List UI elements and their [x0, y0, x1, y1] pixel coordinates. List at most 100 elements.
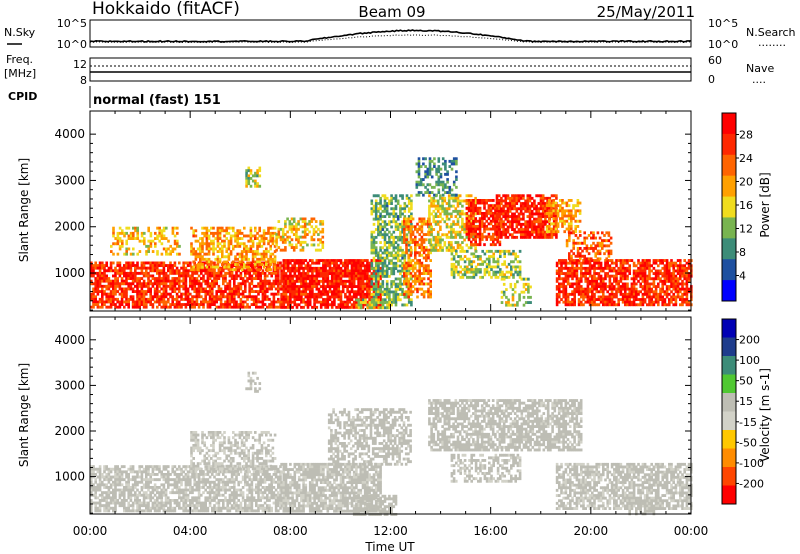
data-cell — [110, 244, 113, 248]
data-cell — [158, 284, 161, 288]
data-cell — [559, 209, 562, 213]
data-cell — [210, 260, 213, 264]
data-cell — [268, 284, 271, 288]
data-cell — [571, 261, 574, 265]
data-cell — [293, 285, 297, 288]
data-cell — [127, 282, 130, 286]
data-cell — [394, 207, 398, 211]
data-cell — [238, 231, 242, 235]
data-cell — [118, 269, 122, 273]
data-cell — [238, 237, 242, 240]
data-cell — [162, 292, 166, 296]
data-cell — [586, 287, 590, 291]
data-cell — [498, 240, 502, 244]
data-cell — [474, 240, 477, 244]
data-cell — [94, 264, 97, 267]
data-cell — [228, 284, 232, 288]
data-cell — [235, 287, 238, 291]
data-cell — [103, 277, 106, 280]
data-cell — [149, 244, 153, 248]
data-cell — [401, 282, 404, 286]
data-cell — [350, 282, 354, 286]
data-cell — [429, 295, 432, 299]
data-cell — [280, 305, 283, 309]
data-cell — [289, 274, 292, 278]
data-cell — [390, 199, 393, 203]
data-cell — [478, 243, 482, 247]
data-cell — [524, 301, 528, 304]
data-cell — [98, 297, 102, 301]
data-cell — [554, 227, 558, 231]
data-cell — [348, 261, 352, 265]
data-cell — [153, 292, 157, 296]
data-cell — [136, 226, 139, 230]
data-cell — [313, 292, 316, 296]
data-cell — [191, 279, 194, 283]
data-cell — [270, 305, 273, 309]
data-cell — [165, 226, 168, 230]
data-cell — [259, 305, 262, 309]
data-cell — [266, 282, 269, 286]
cpid-row: CPID normal (fast) 151 — [8, 86, 221, 108]
data-cell — [374, 212, 378, 216]
data-cell — [158, 290, 161, 293]
data-cell — [245, 252, 248, 256]
data-cell — [513, 235, 516, 239]
data-cell — [548, 217, 551, 221]
data-cell — [219, 290, 223, 293]
data-cell — [201, 247, 204, 251]
data-cell — [383, 194, 387, 198]
data-cell — [485, 265, 489, 269]
data-cell — [381, 269, 385, 273]
data-cell — [302, 292, 305, 296]
data-cell — [249, 229, 253, 233]
data-cell — [333, 295, 336, 299]
data-cell — [311, 285, 314, 288]
data-cell — [505, 270, 509, 274]
data-cell — [206, 271, 210, 275]
data-cell — [563, 230, 566, 234]
data-cell — [472, 260, 476, 264]
data-cell — [249, 169, 253, 173]
data-cell — [383, 207, 387, 211]
data-cell — [432, 217, 436, 221]
data-cell — [599, 287, 603, 291]
data-cell — [204, 287, 207, 291]
data-cell — [359, 298, 363, 301]
data-cell — [335, 282, 338, 286]
data-cell — [344, 269, 347, 273]
data-cell — [265, 268, 268, 272]
data-cell — [292, 233, 296, 236]
data-cell — [427, 292, 430, 296]
data-cell — [186, 261, 190, 265]
data-cell — [301, 240, 305, 244]
data-cell — [466, 249, 469, 253]
data-cell — [293, 303, 297, 307]
data-cell — [562, 287, 565, 291]
data-cell — [330, 305, 334, 309]
data-cell — [319, 222, 322, 226]
data-cell — [355, 305, 358, 309]
data-cell — [339, 259, 343, 262]
data-cell — [129, 295, 133, 299]
data-cell — [385, 251, 389, 255]
data-cell — [379, 274, 382, 278]
data-cell — [526, 230, 530, 234]
data-cell — [515, 215, 519, 218]
data-cell — [158, 226, 161, 230]
data-cell — [472, 275, 476, 279]
data-cell — [227, 268, 231, 272]
data-cell — [317, 227, 320, 231]
data-cell — [118, 261, 122, 265]
data-cell — [394, 199, 398, 203]
data-cell — [584, 300, 587, 304]
data-cell — [366, 277, 369, 281]
data-cell — [123, 234, 126, 238]
data-cell — [277, 261, 280, 265]
data-cell — [396, 225, 400, 229]
data-cell — [98, 279, 102, 283]
data-cell — [103, 292, 106, 296]
data-cell — [123, 271, 126, 275]
data-cell — [107, 305, 111, 309]
data-cell — [564, 290, 568, 294]
